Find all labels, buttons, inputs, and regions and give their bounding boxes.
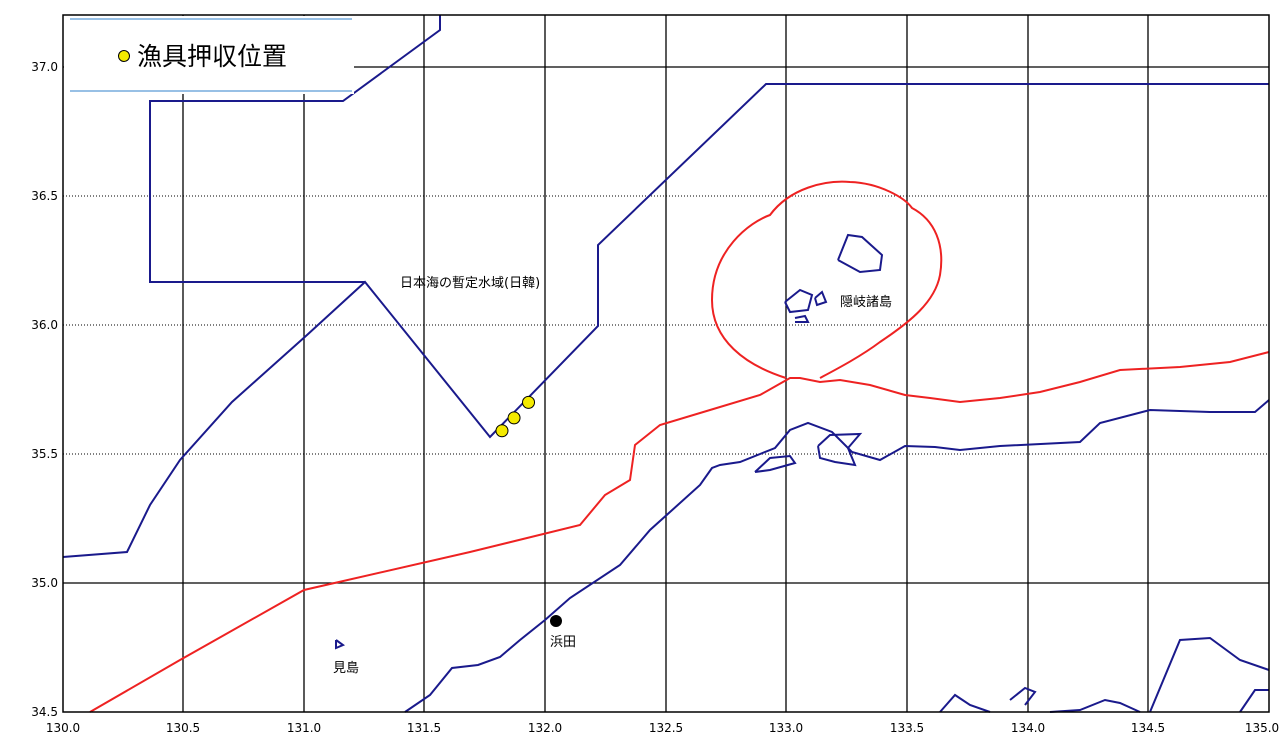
x-tick-label: 130.5: [166, 721, 200, 735]
coastline: [335, 233, 1270, 713]
eez-line: [89, 180, 1270, 713]
x-tick-label: 134.0: [1011, 721, 1045, 735]
mishima-label: 見島: [333, 661, 359, 676]
seizure-points: [495, 395, 536, 438]
legend-marker: [118, 50, 130, 62]
hamada-label: 浜田: [550, 635, 576, 650]
x-tick-label: 133.0: [769, 721, 803, 735]
seizure-point: [495, 424, 509, 438]
provisional-zone-boundary: [62, 15, 1269, 558]
y-tick-label: 37.0: [31, 60, 58, 74]
legend: 漁具押収位置: [64, 16, 354, 94]
x-tick-label: 135.0: [1245, 721, 1279, 735]
x-tick-label: 131.0: [287, 721, 321, 735]
x-tick-label: 133.5: [890, 721, 924, 735]
y-tick-label: 36.5: [31, 189, 58, 203]
x-tick-label: 130.0: [46, 721, 80, 735]
legend-box: [64, 16, 354, 94]
oki-islands-label: 隠岐諸島: [840, 294, 892, 310]
seizure-point: [522, 395, 536, 409]
x-tick-label: 131.5: [407, 721, 441, 735]
y-tick-label: 35.5: [31, 447, 58, 461]
x-tick-label: 132.0: [528, 721, 562, 735]
plot-frame: [62, 14, 1270, 713]
y-tick-label: 35.0: [31, 576, 58, 590]
y-axis-ticks: 37.0 36.5 36.0 35.5 35.0 34.5: [31, 60, 58, 719]
zone-label: 日本海の暫定水域(日韓): [400, 276, 540, 291]
x-tick-label: 132.5: [649, 721, 683, 735]
y-tick-label: 36.0: [31, 318, 58, 332]
hamada-city-marker: [550, 615, 562, 627]
x-tick-label: 134.5: [1131, 721, 1165, 735]
seizure-point: [507, 411, 521, 425]
x-axis-ticks: 130.0 130.5 131.0 131.5 132.0 132.5 133.…: [46, 721, 1279, 735]
y-tick-label: 34.5: [31, 705, 58, 719]
legend-label: 漁具押収位置: [137, 42, 287, 71]
